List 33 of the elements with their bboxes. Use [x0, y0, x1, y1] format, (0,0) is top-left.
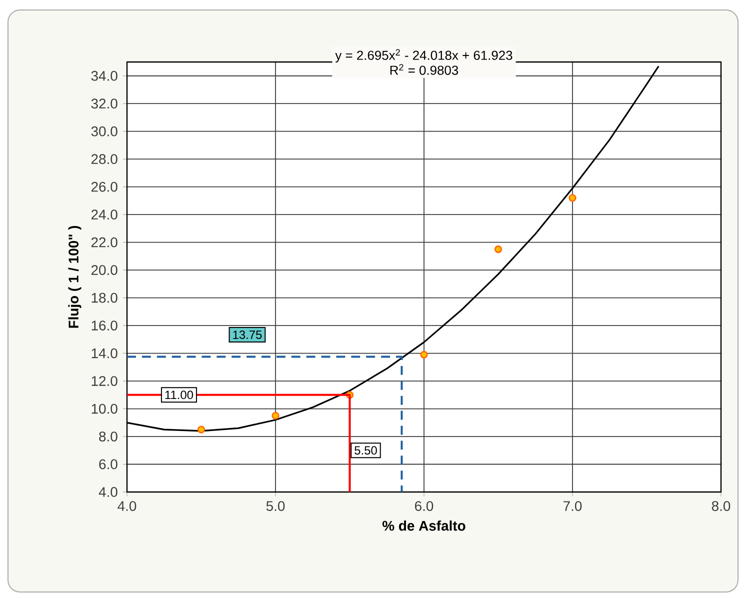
y-tick-label: 22.0	[91, 237, 118, 248]
y-tick-label: 14.0	[92, 348, 118, 358]
point	[494, 245, 502, 254]
x-tick-label: 8.0	[712, 501, 730, 511]
y-tick-label: 4.0	[98, 487, 118, 497]
point	[197, 426, 206, 434]
y-tick-label: 12.0	[92, 376, 118, 386]
annotation: 11.00	[165, 390, 194, 400]
annotation: y = 2.695x$^{2}$ - 24.018x + 61.923	[335, 49, 512, 62]
y-tick-label: 24.0	[91, 210, 118, 220]
y-tick-label: 30.0	[91, 126, 118, 136]
x-tick-label: 5.0	[266, 501, 285, 511]
point	[568, 194, 576, 202]
annotation: 5.50	[354, 446, 377, 455]
point	[420, 350, 428, 359]
y-tick-label: 8.0	[99, 432, 118, 442]
y-tick-label: 26.0	[91, 182, 118, 192]
y-tick-label: 20.0	[91, 265, 118, 276]
point	[272, 412, 280, 420]
y-tick-label: 18.0	[92, 292, 118, 303]
x-tick-label: 4.0	[118, 501, 136, 511]
y-axis-title: Flujo ( 1 / 100" )	[68, 226, 82, 328]
x-tick-label: 7.0	[564, 501, 582, 511]
annotation: 13.75	[233, 330, 262, 339]
x-axis-title: % de Asfalto	[382, 520, 466, 531]
y-tick-label: 10.0	[92, 404, 118, 414]
y-tick-label: 16.0	[92, 320, 118, 330]
y-tick-label: 6.0	[99, 459, 118, 470]
y-tick-label: 34.0	[91, 70, 118, 81]
y-tick-label: 32.0	[91, 98, 118, 109]
annotation: R$^{2}$ = 0.9803	[390, 64, 458, 75]
y-tick-label: 28.0	[91, 154, 118, 164]
x-tick-label: 6.0	[415, 501, 434, 511]
